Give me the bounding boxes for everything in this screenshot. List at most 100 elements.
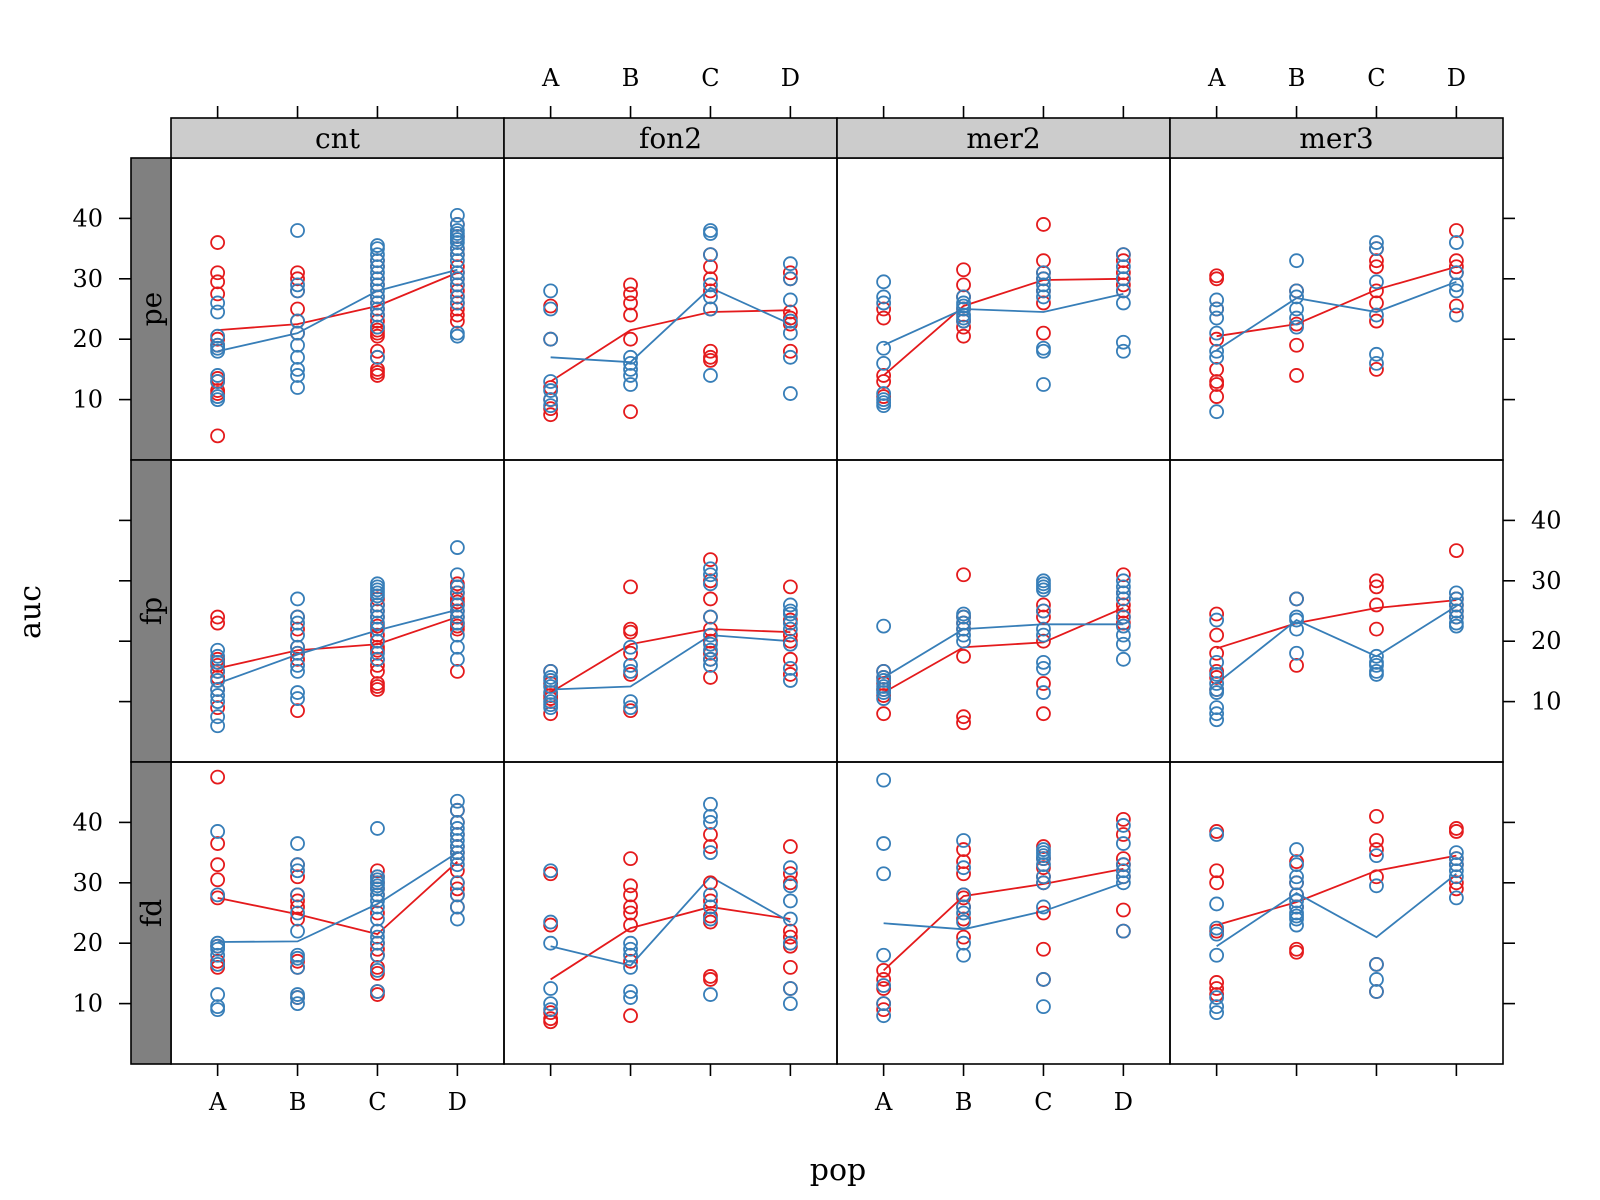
blue-point xyxy=(1115,863,1131,879)
blue-point xyxy=(290,691,305,706)
blue-point xyxy=(623,959,638,975)
red-point xyxy=(1209,875,1225,891)
blue-point xyxy=(210,343,226,359)
blue-point xyxy=(1289,869,1304,885)
blue-point xyxy=(543,374,559,389)
blue-point xyxy=(1448,857,1464,873)
blue-point xyxy=(290,337,305,353)
x-tick-label: B xyxy=(622,64,640,92)
red-point xyxy=(703,352,718,368)
blue-point xyxy=(210,682,226,697)
blue-point xyxy=(449,839,465,854)
blue-point xyxy=(210,887,226,903)
blue-point xyxy=(370,241,385,257)
blue-point xyxy=(1036,972,1051,987)
blue-point xyxy=(210,709,226,725)
red-point xyxy=(782,651,798,667)
blue-point xyxy=(370,899,385,915)
red-point xyxy=(210,769,226,785)
red-point xyxy=(1209,331,1225,347)
red-point xyxy=(623,579,638,595)
blue-point xyxy=(1115,857,1131,873)
blue-point xyxy=(290,380,305,395)
x-tick-label: C xyxy=(368,1088,386,1116)
blue-point xyxy=(1289,887,1304,903)
blue-point xyxy=(370,283,385,299)
red-point xyxy=(1209,627,1225,643)
blue-mean-line xyxy=(550,634,791,691)
red-point xyxy=(623,1008,638,1024)
blue-point xyxy=(876,340,892,356)
blue-point xyxy=(876,289,892,305)
y-tick-label: 10 xyxy=(72,990,103,1018)
blue-point xyxy=(290,959,305,975)
red-point xyxy=(1115,902,1131,918)
blue-point xyxy=(449,603,465,619)
blue-point xyxy=(1115,636,1131,652)
blue-point xyxy=(1115,259,1131,275)
panel-fon2-fp xyxy=(543,552,798,722)
red-point xyxy=(1209,377,1225,392)
blue-point xyxy=(876,664,892,679)
red-mean-line xyxy=(883,868,1124,972)
blue-point xyxy=(1369,307,1384,323)
blue-point xyxy=(782,325,798,341)
blue-point xyxy=(1369,848,1384,864)
blue-point xyxy=(1448,591,1464,607)
blue-point xyxy=(703,845,718,860)
blue-point xyxy=(876,618,892,634)
blue-point xyxy=(1115,627,1131,643)
blue-point xyxy=(449,253,465,269)
blue-point xyxy=(370,881,385,897)
blue-point xyxy=(782,673,798,688)
red-point xyxy=(210,872,226,888)
red-point xyxy=(623,624,638,640)
blue-point xyxy=(782,860,798,876)
red-point xyxy=(1369,573,1384,589)
blue-point xyxy=(449,235,465,250)
blue-point xyxy=(1036,660,1051,676)
blue-point xyxy=(1036,283,1051,299)
blue-mean-line xyxy=(550,875,791,967)
red-point xyxy=(1209,271,1225,287)
blue-point xyxy=(290,836,305,851)
red-point xyxy=(370,627,385,643)
red-point xyxy=(876,981,892,996)
blue-point xyxy=(1289,857,1304,873)
axes: A B C D A B C D A B C D A B C D 10 20 30 40 10 20 30 40 10 20 30 40 xyxy=(72,64,1561,1116)
blue-point xyxy=(1036,999,1051,1015)
red-point xyxy=(370,365,385,380)
blue-point xyxy=(956,935,971,951)
red-point xyxy=(449,664,465,679)
y-tick-label: 30 xyxy=(1531,567,1562,595)
blue-point xyxy=(449,540,465,555)
blue-point xyxy=(210,642,226,658)
red-point xyxy=(290,621,305,637)
strip-top-fon2 xyxy=(503,117,838,159)
red-point xyxy=(782,343,798,359)
strip-label-fon2: fon2 xyxy=(639,122,702,155)
blue-point xyxy=(290,923,305,939)
blue-point xyxy=(703,277,718,293)
red-mean-line xyxy=(1216,854,1457,926)
data-marks xyxy=(210,207,1464,1030)
red-mean-line xyxy=(217,860,458,936)
blue-point xyxy=(703,808,718,824)
blue-point xyxy=(1448,609,1464,625)
blue-point xyxy=(449,247,465,263)
red-point xyxy=(449,863,465,879)
blue-point xyxy=(623,657,638,673)
blue-point xyxy=(1036,654,1051,670)
blue-point xyxy=(1369,235,1384,250)
panel-mer3-pe xyxy=(1209,223,1464,420)
red-point xyxy=(703,259,718,275)
strip-side-fp xyxy=(130,459,172,763)
x-tick-label: B xyxy=(1288,64,1306,92)
blue-point xyxy=(782,256,798,272)
blue-point xyxy=(543,383,559,398)
panel-cnt-pe xyxy=(210,207,465,444)
blue-point xyxy=(782,893,798,909)
blue-point xyxy=(290,277,305,293)
blue-point xyxy=(956,609,971,625)
red-point xyxy=(1369,361,1384,377)
